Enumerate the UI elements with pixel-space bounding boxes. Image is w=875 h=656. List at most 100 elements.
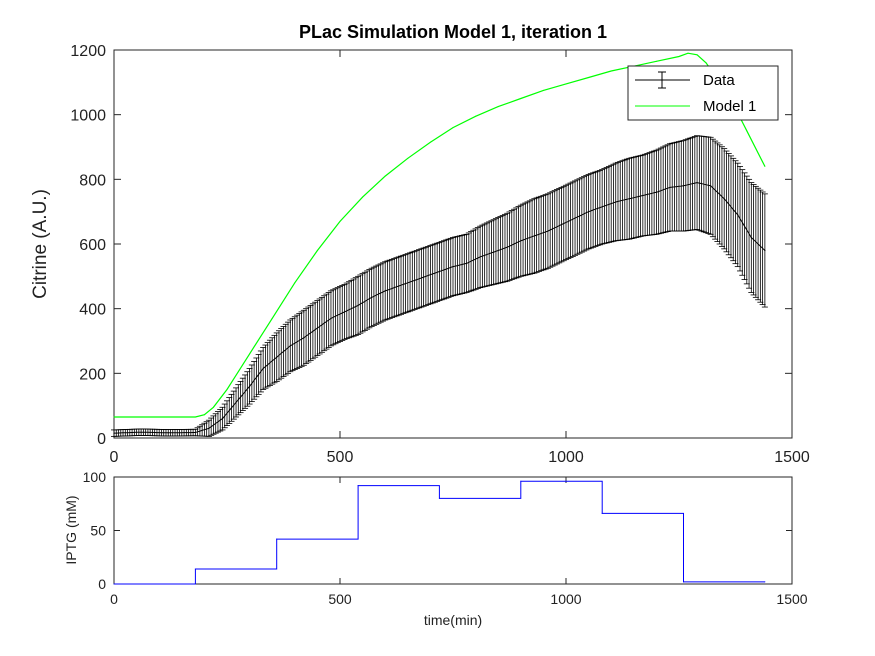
- y-tick-label: 400: [79, 302, 106, 319]
- model-point: [271, 317, 273, 319]
- y-tick-label: 0: [97, 431, 106, 448]
- x-tick-label: 0: [110, 449, 119, 466]
- model-point: [249, 353, 251, 355]
- iptg-step-point: [683, 581, 685, 583]
- model-point: [452, 127, 454, 129]
- x-tick-label: 1500: [774, 449, 810, 466]
- model-point: [588, 76, 590, 78]
- data-point: [479, 256, 481, 258]
- legend-data-swatch: [635, 71, 690, 89]
- bottom-y-axis-label: IPTG (mM): [63, 495, 79, 564]
- data-point: [628, 198, 630, 200]
- model-point: [339, 220, 341, 222]
- data-point: [438, 270, 441, 273]
- model-point: [678, 55, 680, 57]
- x-tick-label: 500: [328, 591, 352, 607]
- y-tick-label: 1000: [70, 108, 106, 125]
- x-tick-label: 1500: [776, 591, 807, 607]
- model-point: [764, 165, 766, 167]
- data-point: [588, 211, 590, 213]
- x-tick-label: 1000: [548, 449, 584, 466]
- bottom-axes: IPTG (mM) time(min) 0 500 1000 1500 0 50 100: [63, 469, 808, 628]
- data-point: [520, 240, 522, 242]
- data-point: [696, 181, 698, 184]
- x-tick-label: 500: [327, 449, 354, 466]
- y-tick-label: 600: [79, 237, 106, 254]
- legend-box: [627, 65, 779, 121]
- data-point: [194, 431, 196, 434]
- iptg-step-point: [764, 581, 766, 583]
- model-point: [497, 106, 499, 108]
- iptg-step-point: [438, 497, 440, 499]
- model-point: [212, 406, 214, 408]
- data-point: [452, 266, 454, 268]
- data-point: [384, 290, 386, 292]
- bottom-ticks: 0 500 1000 1500 0 50 100: [83, 469, 808, 607]
- iptg-step-point: [357, 485, 359, 487]
- model-point: [520, 98, 522, 99]
- model-point: [696, 54, 698, 56]
- data-point: [398, 285, 400, 287]
- model-point: [429, 141, 431, 143]
- y-tick-label: 100: [83, 469, 107, 485]
- data-point: [669, 186, 671, 189]
- y-tick-label: 200: [79, 366, 106, 383]
- data-point: [276, 356, 278, 358]
- model-point: [384, 175, 386, 177]
- model-point: [655, 60, 657, 62]
- data-point: [208, 427, 210, 429]
- model-point: [565, 83, 567, 85]
- model-point: [746, 130, 748, 132]
- data-point: [330, 317, 332, 319]
- data-point: [425, 275, 427, 277]
- data-point: [560, 224, 563, 226]
- data-point: [371, 296, 373, 298]
- model-series: [113, 52, 766, 418]
- chart-title: PLac Simulation Model 1, iteration 1: [299, 22, 607, 42]
- iptg-step-point: [276, 538, 278, 540]
- data-point: [601, 206, 603, 208]
- legend-data-label: Data: [703, 72, 735, 89]
- data-point: [167, 432, 169, 434]
- data-point: [682, 185, 685, 187]
- iptg-step-point: [194, 568, 196, 570]
- top-ticks: 0 500 1000 1500 0 200 400 600 800 1000 1200: [70, 43, 809, 466]
- data-point: [262, 367, 264, 370]
- model-point: [113, 416, 115, 418]
- data-series: [111, 135, 768, 437]
- y-tick-label: 800: [79, 172, 106, 189]
- data-point: [710, 185, 712, 187]
- model-point: [610, 70, 612, 72]
- data-point: [113, 432, 115, 434]
- data-point: [533, 235, 535, 237]
- model-point: [362, 196, 364, 198]
- y-tick-label: 0: [98, 576, 106, 592]
- x-tick-label: 0: [110, 591, 118, 607]
- model-point: [687, 52, 689, 54]
- data-point: [249, 385, 251, 387]
- data-point: [547, 230, 549, 232]
- data-point: [493, 251, 495, 253]
- data-point: [655, 191, 658, 193]
- model-point: [194, 416, 196, 418]
- data-point: [506, 246, 508, 248]
- data-point: [221, 418, 224, 420]
- model-point: [226, 389, 228, 390]
- data-point: [303, 337, 305, 339]
- iptg-step-point: [113, 583, 115, 585]
- data-point: [764, 249, 766, 252]
- data-point: [316, 327, 318, 329]
- data-point: [140, 431, 142, 433]
- y-axis-label: Citrine (A.U.): [30, 189, 51, 299]
- x-tick-label: 1000: [550, 591, 581, 607]
- model-point: [203, 414, 205, 416]
- model-line: [114, 52, 766, 418]
- iptg-step-point: [601, 512, 603, 514]
- legend-model-label: Model 1: [703, 98, 756, 115]
- data-point: [343, 311, 346, 313]
- model-point: [294, 282, 296, 284]
- data-point: [750, 236, 752, 239]
- y-tick-label: 1200: [70, 43, 106, 60]
